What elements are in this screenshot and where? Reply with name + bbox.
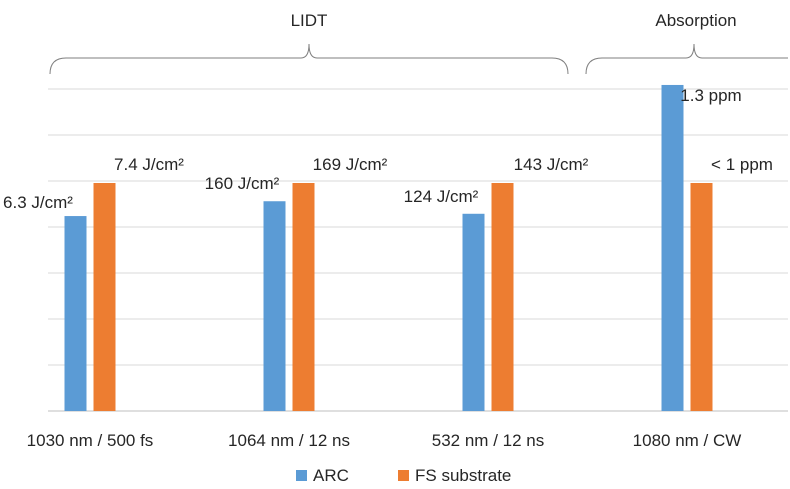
legend-swatch-fs-substrate: [398, 470, 409, 481]
data-label-arc-0: 6.3 J/cm²: [3, 193, 73, 212]
bar-labels: 6.3 J/cm² 160 J/cm² 124 J/cm² 1.3 ppm 7.4 J/…: [3, 86, 773, 212]
legend-label-fs-substrate: FS substrate: [415, 466, 511, 485]
data-label-fs-substrate-3: < 1 ppm: [711, 155, 773, 174]
group-label-absorption: Absorption: [655, 11, 736, 30]
data-label-fs-substrate-1: 169 J/cm²: [313, 155, 388, 174]
group-bracket-absorption: [585, 43, 788, 75]
category-label-0: 1030 nm / 500 fs: [27, 431, 154, 450]
group-brackets: LIDT Absorption: [49, 11, 788, 75]
bar-fs-substrate-0: [93, 183, 116, 411]
bar-arc-3: [661, 84, 684, 412]
bar-fs-substrate-2: [491, 183, 514, 411]
legend-swatch-arc: [296, 470, 307, 481]
bars: [64, 84, 713, 412]
bar-fs-substrate-1: [292, 183, 315, 411]
legend: ARC FS substrate: [296, 466, 511, 485]
category-label-2: 532 nm / 12 ns: [432, 431, 544, 450]
group-label-lidt: LIDT: [291, 11, 328, 30]
bar-arc-2: [462, 213, 485, 411]
bar-fs-substrate-3: [690, 183, 713, 411]
legend-label-arc: ARC: [313, 466, 349, 485]
data-label-arc-1: 160 J/cm²: [205, 174, 280, 193]
bar-arc-1: [263, 201, 286, 411]
category-label-1: 1064 nm / 12 ns: [228, 431, 350, 450]
data-label-fs-substrate-2: 143 J/cm²: [514, 155, 589, 174]
bar-arc-0: [64, 216, 87, 411]
category-ticks: 1030 nm / 500 fs 1064 nm / 12 ns 532 nm / …: [27, 431, 742, 450]
gridlines: [48, 88, 788, 412]
category-label-3: 1080 nm / CW: [633, 431, 742, 450]
data-label-fs-substrate-0: 7.4 J/cm²: [114, 155, 184, 174]
data-label-arc-3: 1.3 ppm: [680, 86, 741, 105]
data-label-arc-2: 124 J/cm²: [404, 187, 479, 206]
group-bracket-lidt: [49, 43, 569, 75]
